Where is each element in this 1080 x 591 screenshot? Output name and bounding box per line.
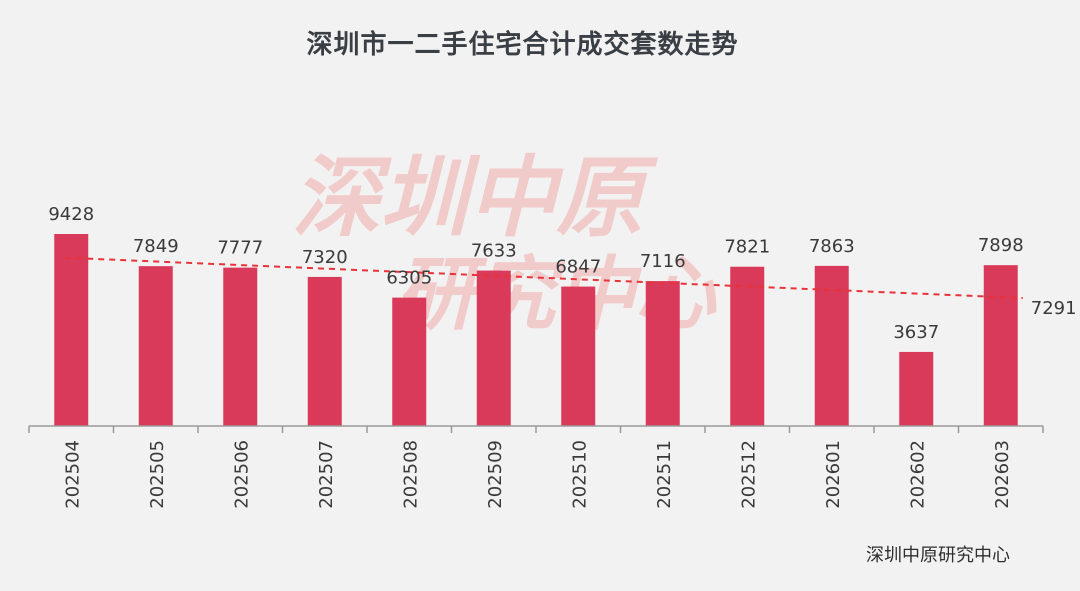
value-label-202505: 7849 <box>133 236 179 257</box>
value-label-202603: 7898 <box>978 235 1024 256</box>
value-label-202504: 9428 <box>48 204 94 225</box>
x-tick-label-202506: 202506 <box>231 440 252 509</box>
x-tick-label-202504: 202504 <box>62 440 83 509</box>
x-tick-label-202510: 202510 <box>569 440 590 509</box>
bar-202509 <box>476 270 511 426</box>
value-label-202511: 7116 <box>640 251 686 272</box>
bar-202510 <box>561 286 596 426</box>
x-tick-label-202508: 202508 <box>400 440 421 509</box>
bar-202508 <box>392 297 427 426</box>
trend-end-label: 7291 <box>1031 298 1077 319</box>
bar-202504 <box>54 234 89 426</box>
source-label: 深圳中原研究中心 <box>866 545 1010 566</box>
value-label-202507: 7320 <box>302 247 348 268</box>
x-tick-label-202603: 202603 <box>992 440 1013 509</box>
bar-202603 <box>983 265 1018 426</box>
data-labels: 9428 7849 7777 7320 6305 7633 6847 7116 7821 7863… <box>48 204 1023 343</box>
x-tick-label-202602: 202602 <box>907 440 928 509</box>
value-label-202509: 7633 <box>471 241 517 262</box>
x-tick-label-202509: 202509 <box>485 440 506 509</box>
trend-line: 7291 <box>65 256 1077 319</box>
bar-202507 <box>307 276 342 426</box>
x-tick-label-202601: 202601 <box>823 440 844 509</box>
value-label-202510: 6847 <box>555 257 601 278</box>
bar-202506 <box>223 267 258 426</box>
bar-202511 <box>645 281 680 426</box>
value-label-202508: 6305 <box>386 268 432 289</box>
value-label-202512: 7821 <box>724 237 770 258</box>
value-label-202601: 7863 <box>809 236 855 257</box>
value-label-202602: 3637 <box>893 322 939 343</box>
x-axis: 202504 202505 202506 202507 202508 202509 2025… <box>28 425 1044 509</box>
bar-202602 <box>899 351 934 426</box>
chart-title: 深圳市一二手住宅合计成交套数走势 <box>306 30 739 60</box>
x-tick-label-202505: 202505 <box>147 440 168 509</box>
trend-line-path <box>65 256 1023 300</box>
value-label-202506: 7777 <box>217 238 263 259</box>
bar-202601 <box>814 265 849 426</box>
bars <box>54 234 1018 426</box>
x-tick-label-202511: 202511 <box>654 440 675 509</box>
bar-202505 <box>138 266 173 426</box>
x-tick-label-202507: 202507 <box>316 440 337 509</box>
watermark-line-1: 深圳中原 <box>292 146 659 249</box>
x-tick-label-202512: 202512 <box>738 440 759 509</box>
bar-202512 <box>730 266 765 426</box>
